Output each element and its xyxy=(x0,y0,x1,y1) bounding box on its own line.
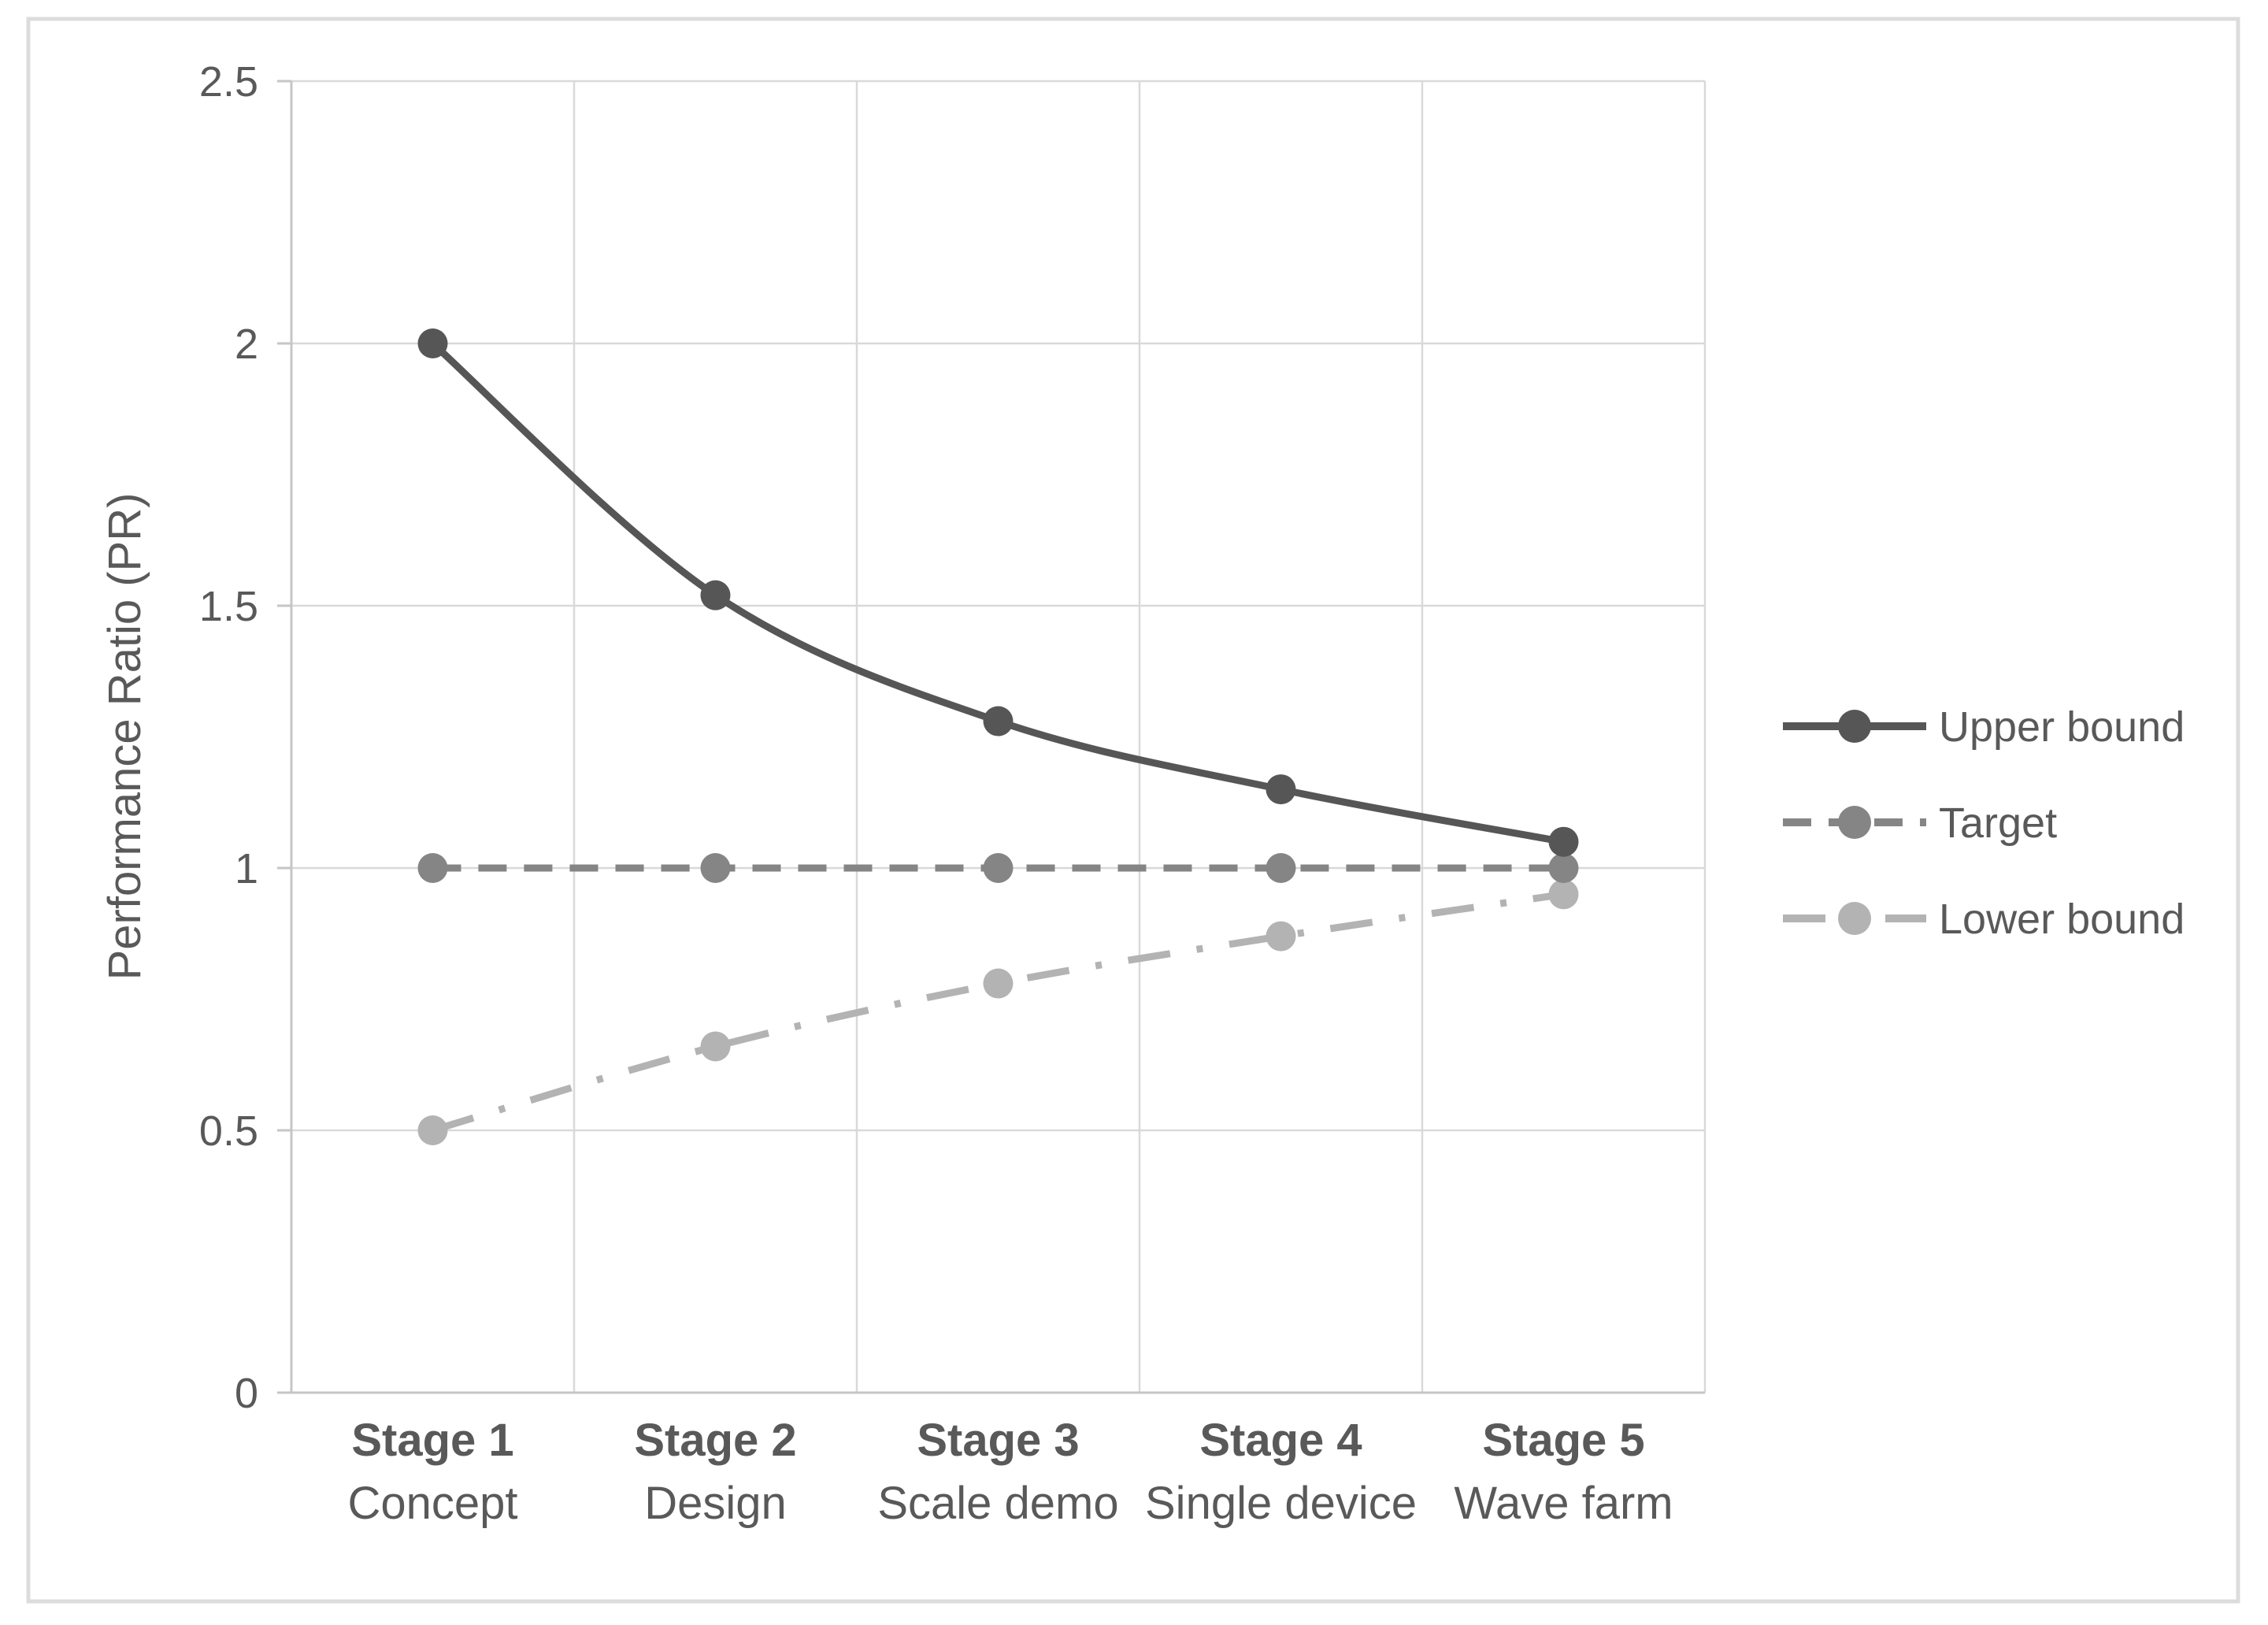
series-marker-target xyxy=(983,853,1014,883)
x-category-stage-label: Stage 1 xyxy=(351,1415,513,1466)
x-category-name-label: Single device xyxy=(1145,1478,1417,1529)
series-marker-lower-bound xyxy=(417,1115,448,1145)
x-category-stage-label: Stage 3 xyxy=(917,1415,1079,1466)
series-marker-upper-bound xyxy=(983,706,1014,736)
series-marker-lower-bound xyxy=(1548,879,1579,910)
legend-marker xyxy=(1838,806,1871,839)
y-tick-label: 0.5 xyxy=(199,1107,258,1155)
series-marker-lower-bound xyxy=(983,968,1014,999)
series-marker-target xyxy=(417,853,448,883)
x-category-stage-label: Stage 5 xyxy=(1482,1415,1644,1466)
series-marker-upper-bound xyxy=(1266,774,1296,805)
x-category-name-label: Concept xyxy=(347,1478,517,1529)
legend-label: Target xyxy=(1939,800,2057,847)
y-tick-labels: 0 0.5 1 1.5 2 2.5 xyxy=(199,58,258,1417)
x-category-labels: Stage 1 Concept Stage 2 Design Stage 3 Scale … xyxy=(347,1415,1673,1529)
legend-marker xyxy=(1838,710,1871,743)
y-axis-title: Performance Ratio (PR) xyxy=(99,493,150,981)
legend-item-upper-bound: Upper bound xyxy=(1783,703,2185,751)
y-tick-label: 1 xyxy=(235,845,258,892)
chart-frame-border xyxy=(26,17,2240,1604)
series-marker-upper-bound xyxy=(1548,826,1579,857)
x-category-name-label: Design xyxy=(644,1478,787,1529)
series-marker-target xyxy=(1266,853,1296,883)
series-marker-target xyxy=(700,853,731,883)
series-marker-target xyxy=(1548,853,1579,883)
legend-item-target: Target xyxy=(1783,800,2057,847)
y-tick-label: 0 xyxy=(235,1370,258,1417)
legend-marker xyxy=(1838,902,1871,935)
legend-label: Lower bound xyxy=(1939,896,2185,943)
legend-label: Upper bound xyxy=(1939,703,2185,751)
series-marker-lower-bound xyxy=(700,1031,731,1062)
x-category-name-label: Wave farm xyxy=(1454,1478,1673,1529)
series-marker-upper-bound xyxy=(700,580,731,610)
series-marker-lower-bound xyxy=(1266,921,1296,952)
series-lines xyxy=(417,328,1579,1145)
x-category-stage-label: Stage 2 xyxy=(634,1415,796,1466)
y-tick-label: 2 xyxy=(235,321,258,368)
axes xyxy=(277,80,1705,1394)
y-tick-label: 1.5 xyxy=(199,583,258,630)
x-category-stage-label: Stage 4 xyxy=(1199,1415,1362,1466)
series-marker-upper-bound xyxy=(417,328,448,358)
legend: Upper bound Target Lower bound xyxy=(1783,703,2185,943)
x-category-name-label: Scale demo xyxy=(877,1478,1118,1529)
y-tick-label: 2.5 xyxy=(199,58,258,106)
legend-item-lower-bound: Lower bound xyxy=(1783,896,2185,943)
